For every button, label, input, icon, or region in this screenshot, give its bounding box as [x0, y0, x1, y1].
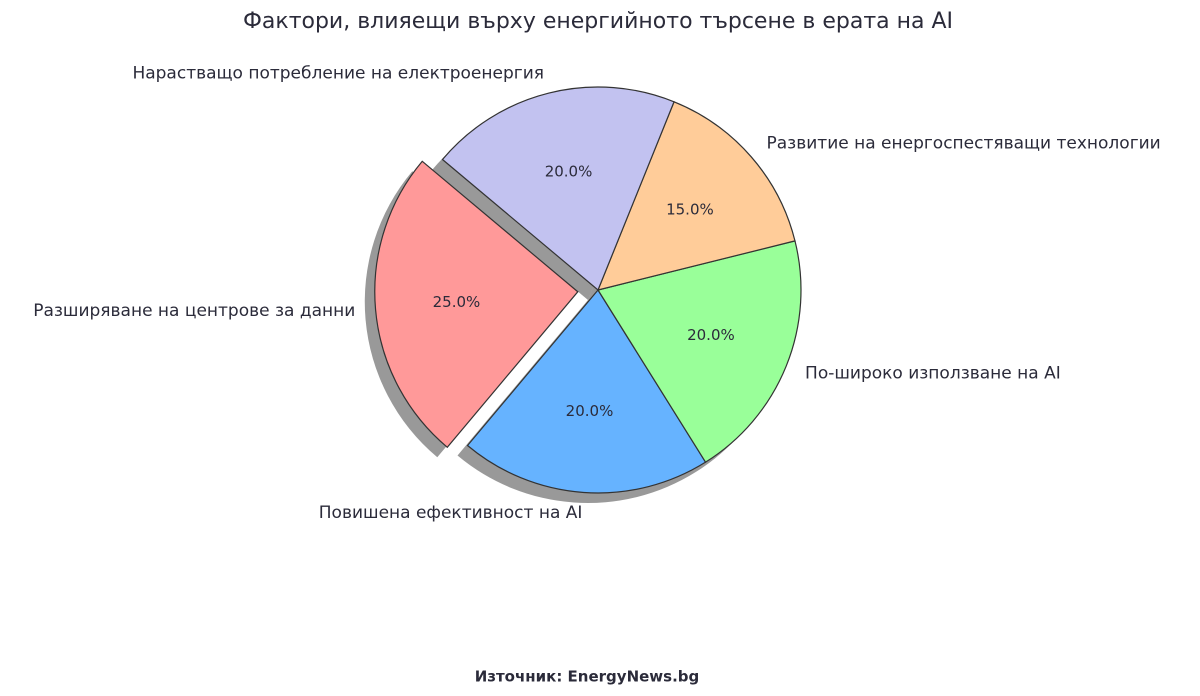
source: Източник: EnergyNews.bg — [475, 668, 700, 686]
slice-label: Нарастващо потребление на електроенергия — [132, 63, 544, 83]
chart-title: Фактори, влияещи върху енергийното търсе… — [243, 9, 953, 34]
slice-label: По-широко използване на AI — [805, 364, 1061, 384]
slice — [441, 86, 675, 291]
slice — [597, 101, 796, 291]
slice-label: Повишена ефективност на AI — [319, 503, 583, 523]
slice — [597, 240, 802, 463]
value-label: 25.0% — [433, 293, 481, 311]
value-label: 20.0% — [566, 402, 614, 420]
slice — [374, 160, 579, 449]
slice-label: Развитие на енергоспестяващи технологии — [767, 134, 1161, 154]
slice-label: Разширяване на центрове за данни — [33, 301, 355, 321]
value-label: 15.0% — [666, 201, 714, 219]
value-label: 20.0% — [545, 162, 593, 180]
slice — [466, 288, 707, 494]
value-label: 20.0% — [687, 326, 735, 344]
